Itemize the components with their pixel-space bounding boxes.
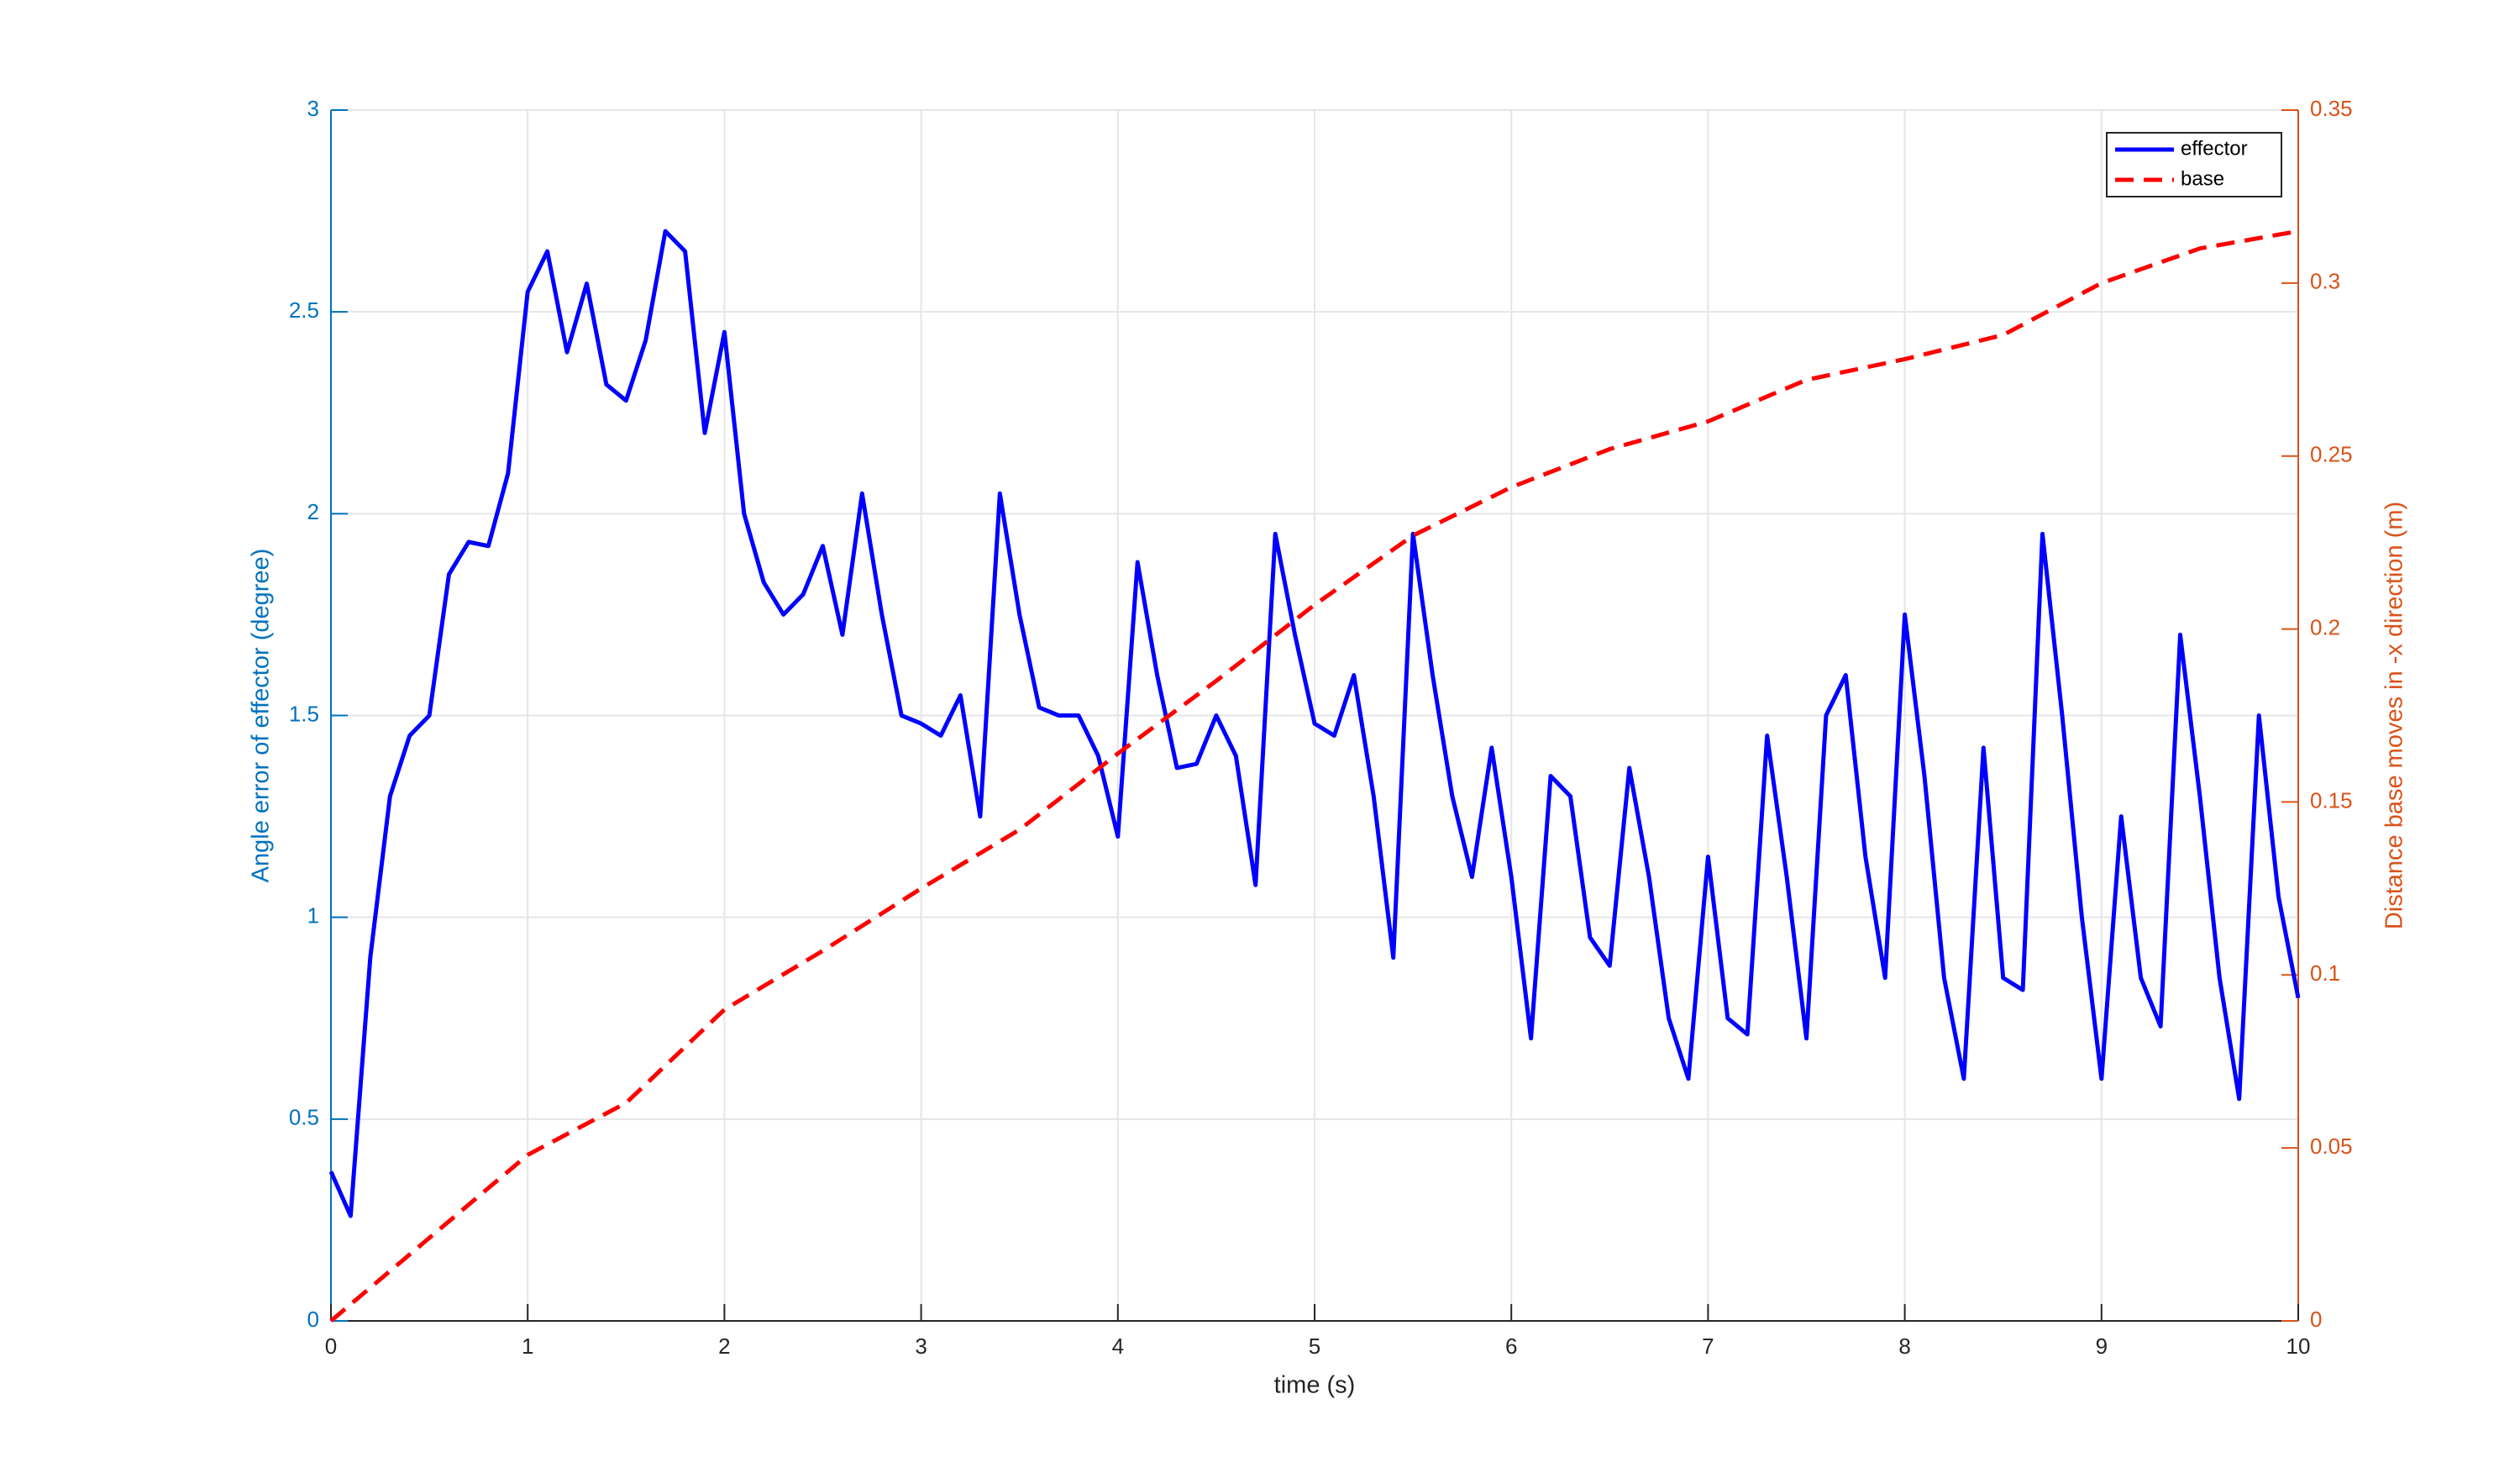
- x-tick-label: 7: [1702, 1334, 1714, 1359]
- y2-axis-label: Distance base moves in -x direction (m): [2381, 502, 2408, 929]
- legend-label: effector: [2181, 137, 2248, 160]
- x-tick-label: 5: [1309, 1334, 1320, 1359]
- y-tick-label: 2: [307, 499, 319, 524]
- y-axis-label: Angle error of effector (degree): [248, 549, 275, 883]
- series-line: [329, 229, 2299, 1323]
- y2-tick-label: 0.15: [2310, 787, 2353, 813]
- x-tick-label: 2: [718, 1334, 730, 1359]
- y2-tick-label: 0.25: [2310, 442, 2353, 467]
- legend-box: [2106, 132, 2282, 197]
- x-tick-label: 1: [522, 1334, 533, 1359]
- x-tick-label: 0: [325, 1334, 337, 1359]
- y2-tick-label: 0.3: [2310, 269, 2340, 294]
- x-tick-label: 4: [1112, 1334, 1124, 1359]
- y-tick-label: 0: [307, 1307, 319, 1332]
- y-tick-label: 0.5: [289, 1105, 319, 1130]
- y-tick-label: 1: [307, 903, 319, 929]
- y-tick-label: 1.5: [289, 701, 319, 726]
- y-tick-label: 3: [307, 96, 319, 121]
- y2-tick-label: 0: [2310, 1307, 2322, 1332]
- y2-tick-label: 0.2: [2310, 614, 2340, 639]
- x-tick-label: 10: [2286, 1334, 2311, 1359]
- x-axis-label: time (s): [1274, 1372, 1356, 1399]
- y2-tick-label: 0.35: [2310, 96, 2353, 121]
- legend-label: base: [2181, 167, 2224, 190]
- x-tick-label: 3: [915, 1334, 927, 1359]
- x-tick-label: 8: [1898, 1334, 1910, 1359]
- series-line: [328, 229, 2301, 1218]
- y2-tick-label: 0.1: [2310, 960, 2340, 986]
- x-tick-label: 9: [2096, 1334, 2108, 1359]
- y2-tick-label: 0.05: [2310, 1134, 2353, 1159]
- x-tick-label: 6: [1505, 1334, 1517, 1359]
- y-tick-label: 2.5: [289, 297, 319, 323]
